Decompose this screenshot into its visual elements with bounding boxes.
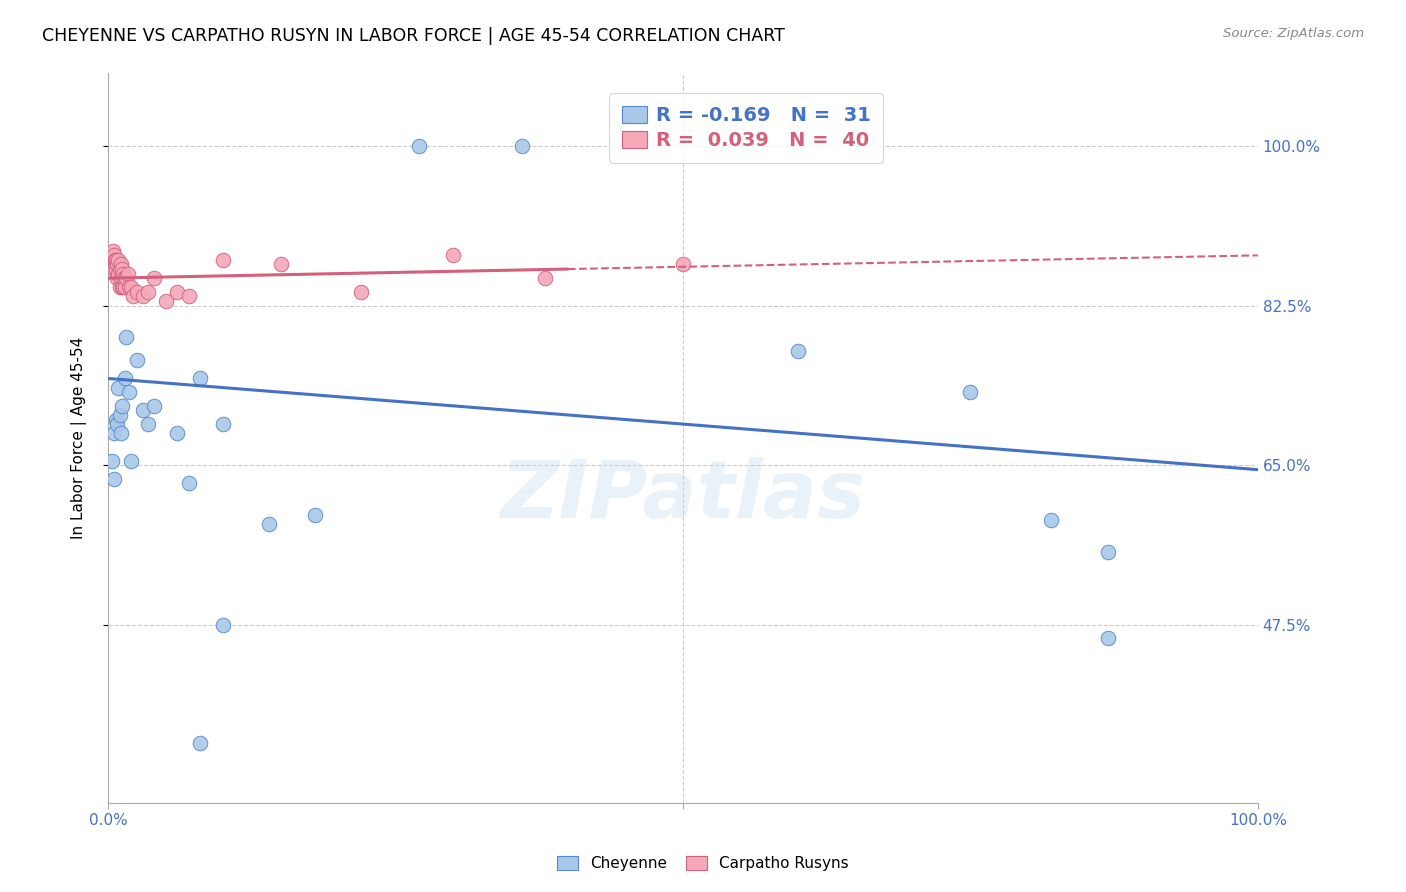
Point [1039, 513, 1062, 527]
Point [1097, 545, 1119, 559]
Point [304, 508, 326, 523]
Point [105, 252, 128, 267]
Point [125, 353, 148, 368]
Point [441, 248, 464, 262]
Point [131, 403, 153, 417]
Point [110, 426, 132, 441]
Point [108, 408, 131, 422]
Point [188, 736, 211, 750]
Point [105, 262, 128, 277]
Point [166, 426, 188, 441]
Point [131, 289, 153, 303]
Point [510, 139, 533, 153]
Point [672, 258, 695, 272]
Point [111, 267, 134, 281]
Point [103, 426, 125, 441]
Point [111, 280, 134, 294]
Text: ZIPatlas: ZIPatlas [501, 457, 866, 535]
Point [155, 293, 177, 308]
Point [177, 289, 200, 303]
Point [136, 417, 159, 431]
Point [408, 139, 430, 153]
Point [1097, 632, 1119, 646]
Point [120, 280, 142, 294]
Point [115, 330, 138, 344]
Point [136, 285, 159, 299]
Point [103, 262, 125, 277]
Y-axis label: In Labor Force | Age 45-54: In Labor Force | Age 45-54 [72, 336, 87, 539]
Legend: Cheyenne, Carpatho Rusyns: Cheyenne, Carpatho Rusyns [551, 849, 855, 877]
Point [108, 262, 131, 277]
Point [257, 517, 280, 532]
Point [177, 476, 200, 491]
Point [118, 385, 141, 400]
Point [188, 371, 211, 385]
Point [212, 252, 235, 267]
Point [107, 252, 129, 267]
Point [105, 412, 128, 426]
Point [114, 280, 136, 294]
Point [114, 371, 136, 385]
Point [110, 271, 132, 285]
Point [112, 271, 135, 285]
Point [103, 472, 125, 486]
Point [107, 381, 129, 395]
Point [117, 267, 139, 281]
Point [787, 344, 810, 359]
Text: Source: ZipAtlas.com: Source: ZipAtlas.com [1223, 27, 1364, 40]
Point [350, 285, 373, 299]
Point [166, 285, 188, 299]
Point [143, 399, 166, 413]
Point [122, 289, 145, 303]
Point [100, 252, 122, 267]
Point [959, 385, 981, 400]
Point [120, 453, 142, 467]
Point [110, 258, 132, 272]
Point [101, 244, 124, 258]
Text: CHEYENNE VS CARPATHO RUSYN IN LABOR FORCE | AGE 45-54 CORRELATION CHART: CHEYENNE VS CARPATHO RUSYN IN LABOR FORC… [42, 27, 785, 45]
Point [105, 271, 128, 285]
Point [270, 258, 292, 272]
Point [111, 262, 134, 277]
Point [107, 267, 129, 281]
Point [108, 280, 131, 294]
Legend: R = -0.169   N =  31, R =  0.039   N =  40: R = -0.169 N = 31, R = 0.039 N = 40 [609, 93, 883, 162]
Point [534, 271, 557, 285]
Point [111, 280, 134, 294]
Point [118, 280, 141, 294]
Point [100, 453, 122, 467]
Point [111, 399, 134, 413]
Point [115, 271, 138, 285]
Point [143, 271, 166, 285]
Point [212, 617, 235, 632]
Point [105, 417, 128, 431]
Point [104, 252, 127, 267]
Point [103, 248, 125, 262]
Point [104, 258, 127, 272]
Point [125, 285, 148, 299]
Point [105, 258, 128, 272]
Point [212, 417, 235, 431]
